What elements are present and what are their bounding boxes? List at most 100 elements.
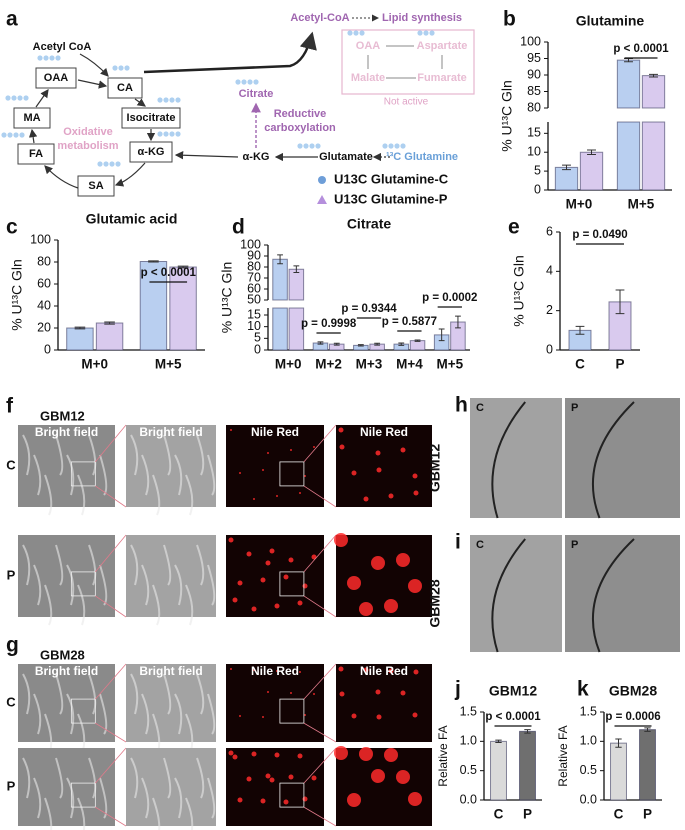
lipid-droplet <box>297 600 303 606</box>
lipid-droplet <box>237 580 243 586</box>
p-value: p = 0.9998 <box>301 318 357 330</box>
x-tick-label: M+5 <box>436 357 463 372</box>
lipid-droplet <box>351 713 357 719</box>
column-header: Bright field <box>139 664 202 678</box>
lipid-droplet <box>283 799 289 805</box>
zoom-lines <box>95 663 127 743</box>
lipid-droplet <box>359 747 373 761</box>
lipid-droplet <box>253 498 255 500</box>
column-header: Nile Red <box>360 425 408 439</box>
x-tick-label: M+0 <box>81 357 108 372</box>
micrograph <box>226 748 324 826</box>
panel-letter: a <box>6 8 18 31</box>
lipid-droplet <box>334 746 348 760</box>
bar <box>66 327 94 351</box>
cell-shape <box>88 673 97 715</box>
p-value: p = 0.0002 <box>422 292 477 304</box>
error-bar <box>587 149 596 155</box>
lipid-droplet <box>311 775 317 781</box>
acetyl-coa-label: Acetyl-CoA <box>290 12 349 24</box>
isotope-dot <box>309 143 315 149</box>
error-bar <box>74 326 86 330</box>
isotope-dot <box>353 30 359 36</box>
condition-label: C <box>476 539 484 551</box>
panel-letter: b <box>503 8 516 31</box>
panel-letter: g <box>6 634 19 657</box>
lipid-droplet <box>302 796 308 802</box>
cell-shape <box>88 434 97 476</box>
cell-shape <box>174 693 183 735</box>
arrow <box>44 165 79 189</box>
cell-shape <box>33 564 42 606</box>
isotope-dot <box>241 79 247 85</box>
bar <box>409 340 426 351</box>
lipid-droplet <box>276 670 278 672</box>
membrane <box>592 401 635 519</box>
cell-shape <box>196 757 205 799</box>
bar <box>450 321 466 351</box>
y-tick-label: 5 <box>254 331 261 345</box>
cell-shape <box>55 757 64 799</box>
cell-shape <box>207 454 216 496</box>
y-tick-label: 10 <box>247 319 261 333</box>
zoom-lines <box>95 534 127 618</box>
arrow <box>114 162 146 187</box>
lipid-droplet <box>246 776 252 782</box>
y-tick-label: 80 <box>247 259 261 273</box>
zoom-box <box>279 461 305 487</box>
lipid-droplet <box>338 666 344 672</box>
x-tick-label: C <box>494 807 504 822</box>
error-bar <box>333 342 340 346</box>
isotope-dot <box>55 55 61 61</box>
column-header: Nile Red <box>251 664 299 678</box>
lipid-droplet <box>267 452 269 454</box>
cell-shape <box>141 777 150 819</box>
p-value: p = 0.9344 <box>341 303 397 315</box>
lipid-droplet <box>347 793 361 807</box>
lipid-droplet <box>359 602 373 616</box>
cell-shape <box>207 564 216 606</box>
lipid-droplet <box>253 669 255 671</box>
lipid-droplet <box>376 714 382 720</box>
zoom-box <box>70 698 96 724</box>
cell-shape <box>152 584 161 626</box>
y-tick-label: 60 <box>247 281 261 295</box>
isotope-dot <box>157 131 163 137</box>
column-header: Bright field <box>35 664 98 678</box>
node-box <box>107 77 143 99</box>
x-tick-label: P <box>523 807 532 822</box>
cell-shape <box>77 474 86 516</box>
y-axis-label: % U¹³C Gln <box>499 80 515 152</box>
zoom-box <box>70 782 96 808</box>
cell-shape <box>66 564 75 606</box>
bar <box>579 151 604 191</box>
cell-shape <box>33 777 42 819</box>
arrow <box>143 31 317 74</box>
lipid-droplet <box>384 599 398 613</box>
em-image <box>565 535 680 652</box>
micrograph <box>18 425 115 507</box>
lipid-droplet <box>297 753 303 759</box>
bar <box>272 258 288 351</box>
diagram: a Acetyl CoA OAA CA Isocitrate α-KG SA F… <box>6 8 475 197</box>
lipid-droplet <box>375 450 381 456</box>
zoom-lines <box>303 747 337 827</box>
row-label: P <box>7 778 16 793</box>
error-bar <box>293 265 300 273</box>
membrane <box>491 401 526 519</box>
lipid-droplet <box>299 671 301 673</box>
cell-line-label: GBM12 <box>427 444 443 492</box>
lipid-droplet <box>230 429 232 431</box>
cell-shape <box>174 564 183 606</box>
error-bar <box>455 315 461 329</box>
y-tick-label: 15 <box>527 126 541 140</box>
reductive-label: Reductive <box>274 108 327 120</box>
bar <box>519 730 536 801</box>
lipid-droplet <box>375 689 381 695</box>
arrow <box>174 151 239 160</box>
panel-letter: e <box>508 216 520 239</box>
cell-shape <box>152 797 161 830</box>
isotope-dot <box>13 132 19 138</box>
isotope-dot <box>115 161 121 167</box>
y-tick-label: 90 <box>247 248 261 262</box>
